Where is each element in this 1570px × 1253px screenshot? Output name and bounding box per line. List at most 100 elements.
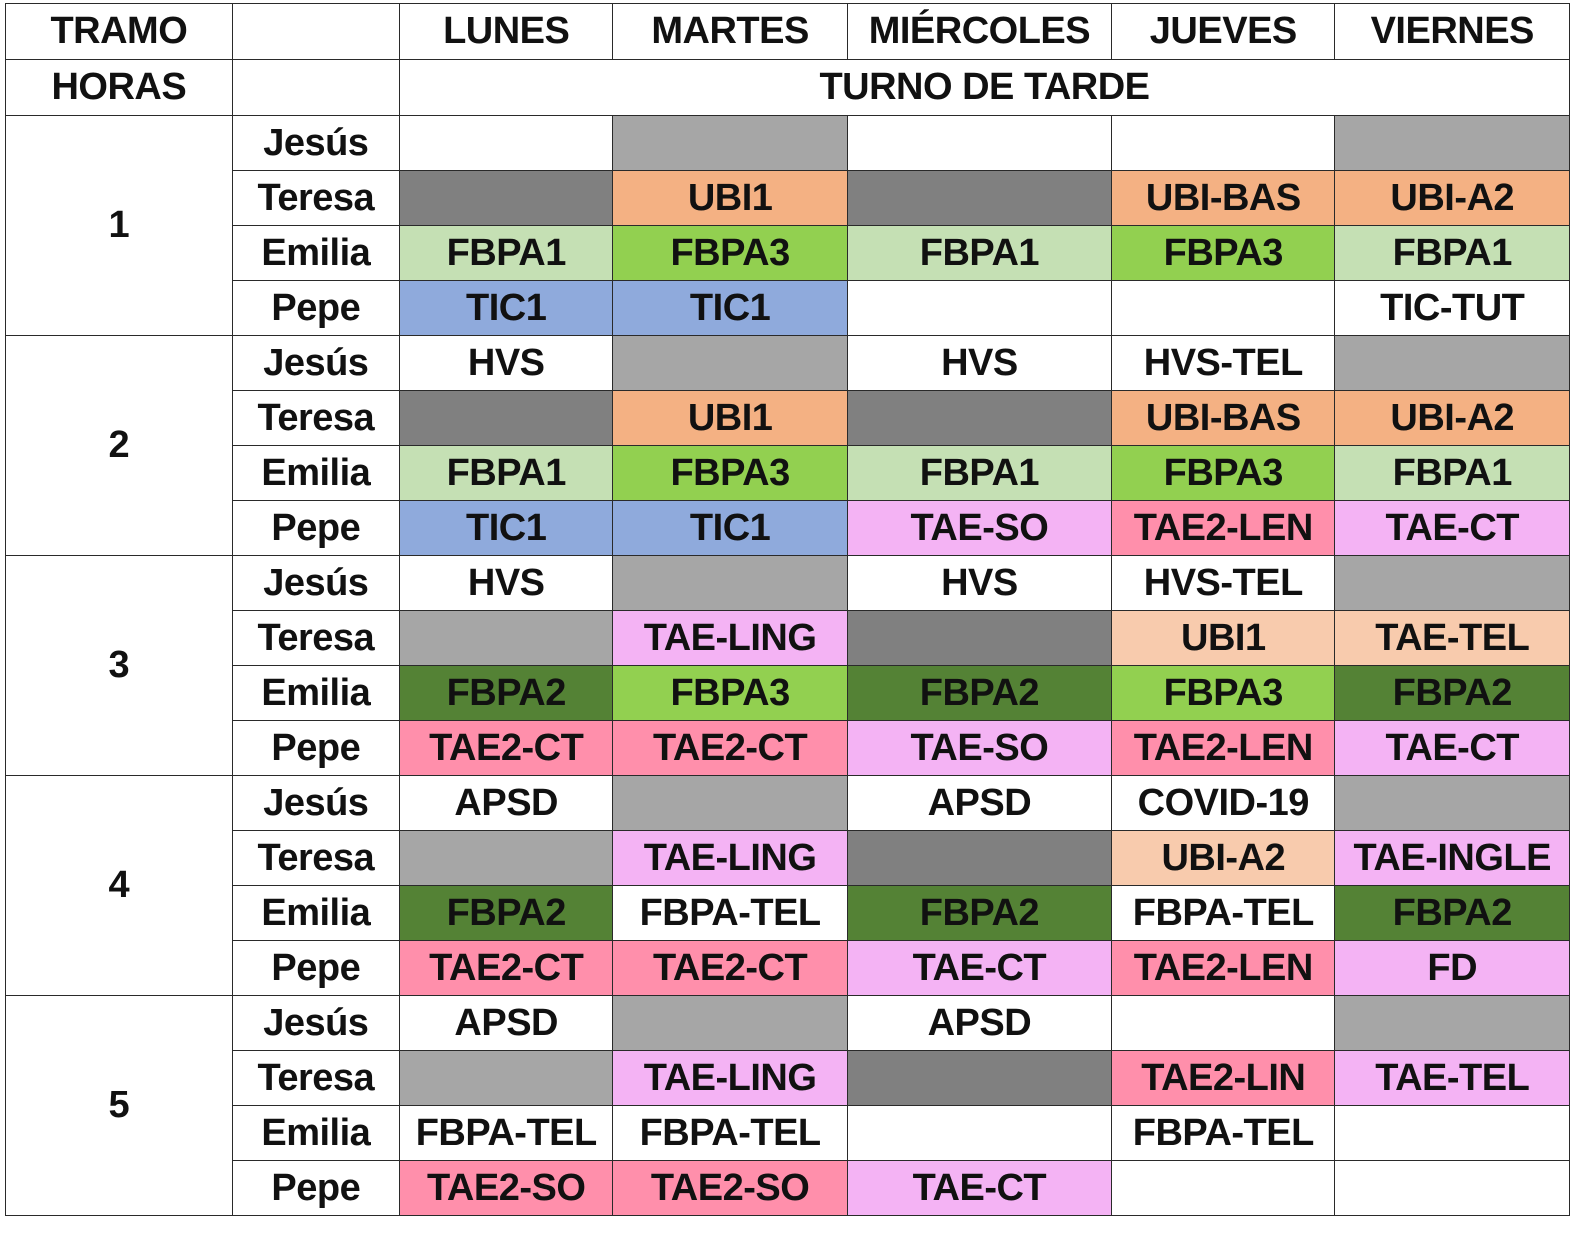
teacher-name: Jesús <box>231 555 400 611</box>
tramo-label: 4 <box>5 775 233 996</box>
teacher-name: Emilia <box>231 445 400 501</box>
day-header-jueves: JUEVES <box>1111 3 1336 60</box>
subject-cell-viernes: FD <box>1334 940 1570 996</box>
teacher-name: Emilia <box>231 665 400 721</box>
schedule-row: Emilia FBPA1 FBPA3 FBPA1 FBPA3 FBPA1 <box>6 225 1570 281</box>
tramo-label: 1 <box>5 115 233 336</box>
schedule-row: Pepe TAE2-CT TAE2-CT TAE-CT TAE2-LEN FD <box>6 940 1570 996</box>
subject-cell-jueves <box>1111 115 1336 171</box>
subject-cell-martes: FBPA3 <box>612 225 848 281</box>
schedule-row: Pepe TIC1 TIC1 TAE-SO TAE2-LEN TAE-CT <box>6 500 1570 556</box>
schedule-row: Emilia FBPA1 FBPA3 FBPA1 FBPA3 FBPA1 <box>6 445 1570 501</box>
subject-cell-martes: FBPA-TEL <box>612 885 848 941</box>
subject-cell-viernes: TAE-INGLE <box>1334 830 1570 886</box>
teacher-name: Teresa <box>231 830 400 886</box>
subject-cell-lunes: TAE2-CT <box>398 720 614 776</box>
header-row-days: TRAMO LUNES MARTES MIÉRCOLES JUEVES VIER… <box>5 3 1570 60</box>
teacher-name: Teresa <box>231 610 400 666</box>
subject-cell-lunes <box>398 115 614 171</box>
schedule-row: Emilia FBPA2 FBPA3 FBPA2 FBPA3 FBPA2 <box>6 665 1570 721</box>
subject-cell-jueves: HVS-TEL <box>1111 555 1336 611</box>
schedule-row: Teresa UBI1 UBI-BAS UBI-A2 <box>6 390 1570 446</box>
day-header-lunes: LUNES <box>398 3 614 60</box>
subject-cell-jueves: COVID-19 <box>1111 775 1336 831</box>
subject-cell-miercoles: APSD <box>846 995 1113 1051</box>
subject-cell-viernes <box>1334 1160 1570 1216</box>
subject-cell-jueves: HVS-TEL <box>1111 335 1336 391</box>
subject-cell-jueves: TAE2-LEN <box>1111 500 1336 556</box>
subject-cell-jueves: FBPA3 <box>1111 665 1336 721</box>
subject-cell-jueves <box>1111 280 1336 336</box>
schedule-row: 2 Jesús HVS HVS HVS-TEL <box>5 335 1570 556</box>
subject-cell-lunes: FBPA2 <box>398 885 614 941</box>
schedule-row: Pepe TAE2-SO TAE2-SO TAE-CT <box>6 1160 1570 1216</box>
subject-cell-lunes: FBPA1 <box>398 225 614 281</box>
subject-cell-martes: TAE2-CT <box>612 720 848 776</box>
subject-cell-lunes: APSD <box>398 775 614 831</box>
subject-cell-lunes: TIC1 <box>398 500 614 556</box>
subject-cell-miercoles <box>846 610 1113 666</box>
subject-cell-jueves: TAE2-LIN <box>1111 1050 1336 1106</box>
teacher-name: Pepe <box>231 940 400 996</box>
shift-header: TURNO DE TARDE <box>398 59 1570 116</box>
schedule-row: Teresa UBI1 UBI-BAS UBI-A2 <box>6 170 1570 226</box>
schedule-row: 4 Jesús APSD APSD COVID-19 <box>5 775 1570 996</box>
subject-cell-martes: TAE-LING <box>612 830 848 886</box>
teacher-name: Pepe <box>231 1160 400 1216</box>
schedule-row: Teresa TAE-LING UBI1 TAE-TEL <box>6 610 1570 666</box>
subject-cell-lunes: TAE2-SO <box>398 1160 614 1216</box>
subject-cell-martes: TAE2-CT <box>612 940 848 996</box>
subject-cell-viernes: TAE-CT <box>1334 500 1570 556</box>
subject-cell-miercoles: FBPA1 <box>846 445 1113 501</box>
subject-cell-lunes: FBPA2 <box>398 665 614 721</box>
subject-cell-miercoles: APSD <box>846 775 1113 831</box>
day-header-miercoles: MIÉRCOLES <box>846 3 1113 60</box>
subject-cell-viernes <box>1334 1105 1570 1161</box>
schedule-table: TRAMO LUNES MARTES MIÉRCOLES JUEVES VIER… <box>5 3 1570 1216</box>
tramo-label: 5 <box>5 995 233 1216</box>
subject-cell-miercoles <box>846 170 1113 226</box>
schedule-row: Pepe TAE2-CT TAE2-CT TAE-SO TAE2-LEN TAE-CT <box>6 720 1570 776</box>
subject-cell-lunes: FBPA1 <box>398 445 614 501</box>
subject-cell-viernes: TIC-TUT <box>1334 280 1570 336</box>
header-row-shift: HORAS TURNO DE TARDE <box>5 59 1570 116</box>
subject-cell-viernes: FBPA1 <box>1334 445 1570 501</box>
subject-cell-miercoles <box>846 1105 1113 1161</box>
subject-cell-viernes: FBPA2 <box>1334 885 1570 941</box>
subject-cell-viernes <box>1334 555 1570 611</box>
schedule-row: Emilia FBPA-TEL FBPA-TEL FBPA-TEL <box>6 1105 1570 1161</box>
subject-cell-jueves: FBPA-TEL <box>1111 885 1336 941</box>
subject-cell-viernes: UBI-A2 <box>1334 170 1570 226</box>
subject-cell-martes <box>612 995 848 1051</box>
subject-cell-miercoles <box>846 1050 1113 1106</box>
teacher-name: Emilia <box>231 885 400 941</box>
subject-cell-miercoles: FBPA2 <box>846 885 1113 941</box>
subject-cell-lunes: TAE2-CT <box>398 940 614 996</box>
subject-cell-martes: FBPA3 <box>612 665 848 721</box>
subject-cell-martes <box>612 775 848 831</box>
subject-cell-viernes: FBPA1 <box>1334 225 1570 281</box>
subject-cell-lunes: FBPA-TEL <box>398 1105 614 1161</box>
schedule-row: Teresa TAE-LING TAE2-LIN TAE-TEL <box>6 1050 1570 1106</box>
subject-cell-martes <box>612 335 848 391</box>
subject-cell-miercoles: TAE-SO <box>846 720 1113 776</box>
schedule-row: 1 Jesús <box>5 115 1570 336</box>
schedule-row: Pepe TIC1 TIC1 TIC-TUT <box>6 280 1570 336</box>
subject-cell-martes: FBPA3 <box>612 445 848 501</box>
horas-header: HORAS <box>5 59 233 116</box>
subject-cell-miercoles: TAE-SO <box>846 500 1113 556</box>
teacher-name: Teresa <box>231 390 400 446</box>
subject-cell-miercoles: TAE-CT <box>846 940 1113 996</box>
subject-cell-lunes: HVS <box>398 555 614 611</box>
subject-cell-miercoles <box>846 115 1113 171</box>
subject-cell-miercoles <box>846 390 1113 446</box>
subject-cell-lunes: APSD <box>398 995 614 1051</box>
teacher-name: Jesús <box>231 115 400 171</box>
schedule-row: Teresa TAE-LING UBI-A2 TAE-INGLE <box>6 830 1570 886</box>
subject-cell-jueves <box>1111 1160 1336 1216</box>
subject-cell-jueves: UBI-A2 <box>1111 830 1336 886</box>
subject-cell-martes: FBPA-TEL <box>612 1105 848 1161</box>
subject-cell-miercoles: HVS <box>846 555 1113 611</box>
subject-cell-martes <box>612 115 848 171</box>
day-header-viernes: VIERNES <box>1334 3 1570 60</box>
